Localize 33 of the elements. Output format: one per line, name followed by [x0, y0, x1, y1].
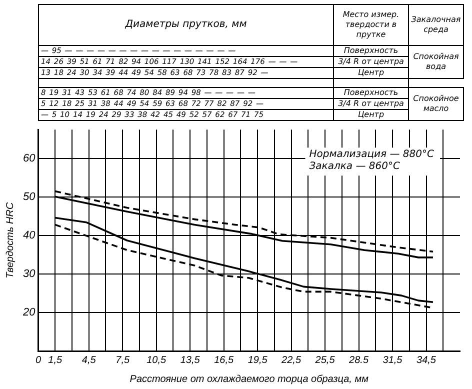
text: Поверхность	[334, 88, 408, 98]
text: Центр	[334, 68, 408, 78]
text: 3/4 R от центра	[334, 98, 408, 110]
y-tick-label: 50	[22, 191, 36, 204]
text: Спокойное масло	[408, 88, 464, 120]
x-tick-label: 10,5	[146, 354, 166, 366]
text: 3/4 R от центра	[334, 56, 408, 68]
x-tick-label: 22,5	[280, 354, 302, 366]
text: Закалочная среда	[408, 4, 464, 46]
x-tick-label: 7,5	[116, 354, 130, 366]
x-tick-label: 19,5	[248, 354, 268, 366]
y-tick-label: 20	[22, 306, 36, 319]
y-axis-title: Твердость HRC	[4, 202, 16, 278]
x-tick-label: 13,5	[180, 354, 200, 366]
annotation: Нормализация — 880°C	[309, 149, 434, 160]
text: Центр	[334, 110, 408, 120]
x-axis-title: Расстояние от охлаждаемого торца образца, мм	[130, 374, 369, 385]
text: Место измер. твердости в прутке	[334, 4, 408, 46]
y-tick-label: 30	[22, 268, 36, 280]
x-tick-label: 16,5	[214, 354, 234, 366]
x-tick-label: 4,5	[82, 354, 96, 366]
y-tick-label: 60	[22, 152, 36, 165]
text: Диаметры прутков, мм	[38, 4, 334, 46]
annotation: Закалка — 860°C	[309, 161, 400, 172]
x-tick-label: 25,5	[314, 354, 336, 366]
x-tick-label: 34,5	[416, 354, 436, 366]
x-tick-label: 0	[35, 354, 42, 366]
y-tick-label: 40	[22, 230, 36, 242]
text: Спокойная вода	[408, 46, 464, 78]
x-tick-label: 28.5	[348, 354, 369, 366]
text: Поверхность	[334, 46, 408, 56]
x-tick-label: 31,5	[382, 354, 403, 366]
x-tick-label: 1,5	[48, 354, 62, 366]
